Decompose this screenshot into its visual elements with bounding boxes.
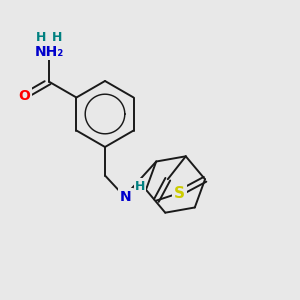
Text: S: S [174,185,185,200]
Text: NH₂: NH₂ [34,45,64,59]
Text: H: H [52,31,63,44]
Text: N: N [119,190,131,203]
Text: H: H [36,31,46,44]
Text: H: H [135,179,145,193]
Text: O: O [19,89,30,103]
